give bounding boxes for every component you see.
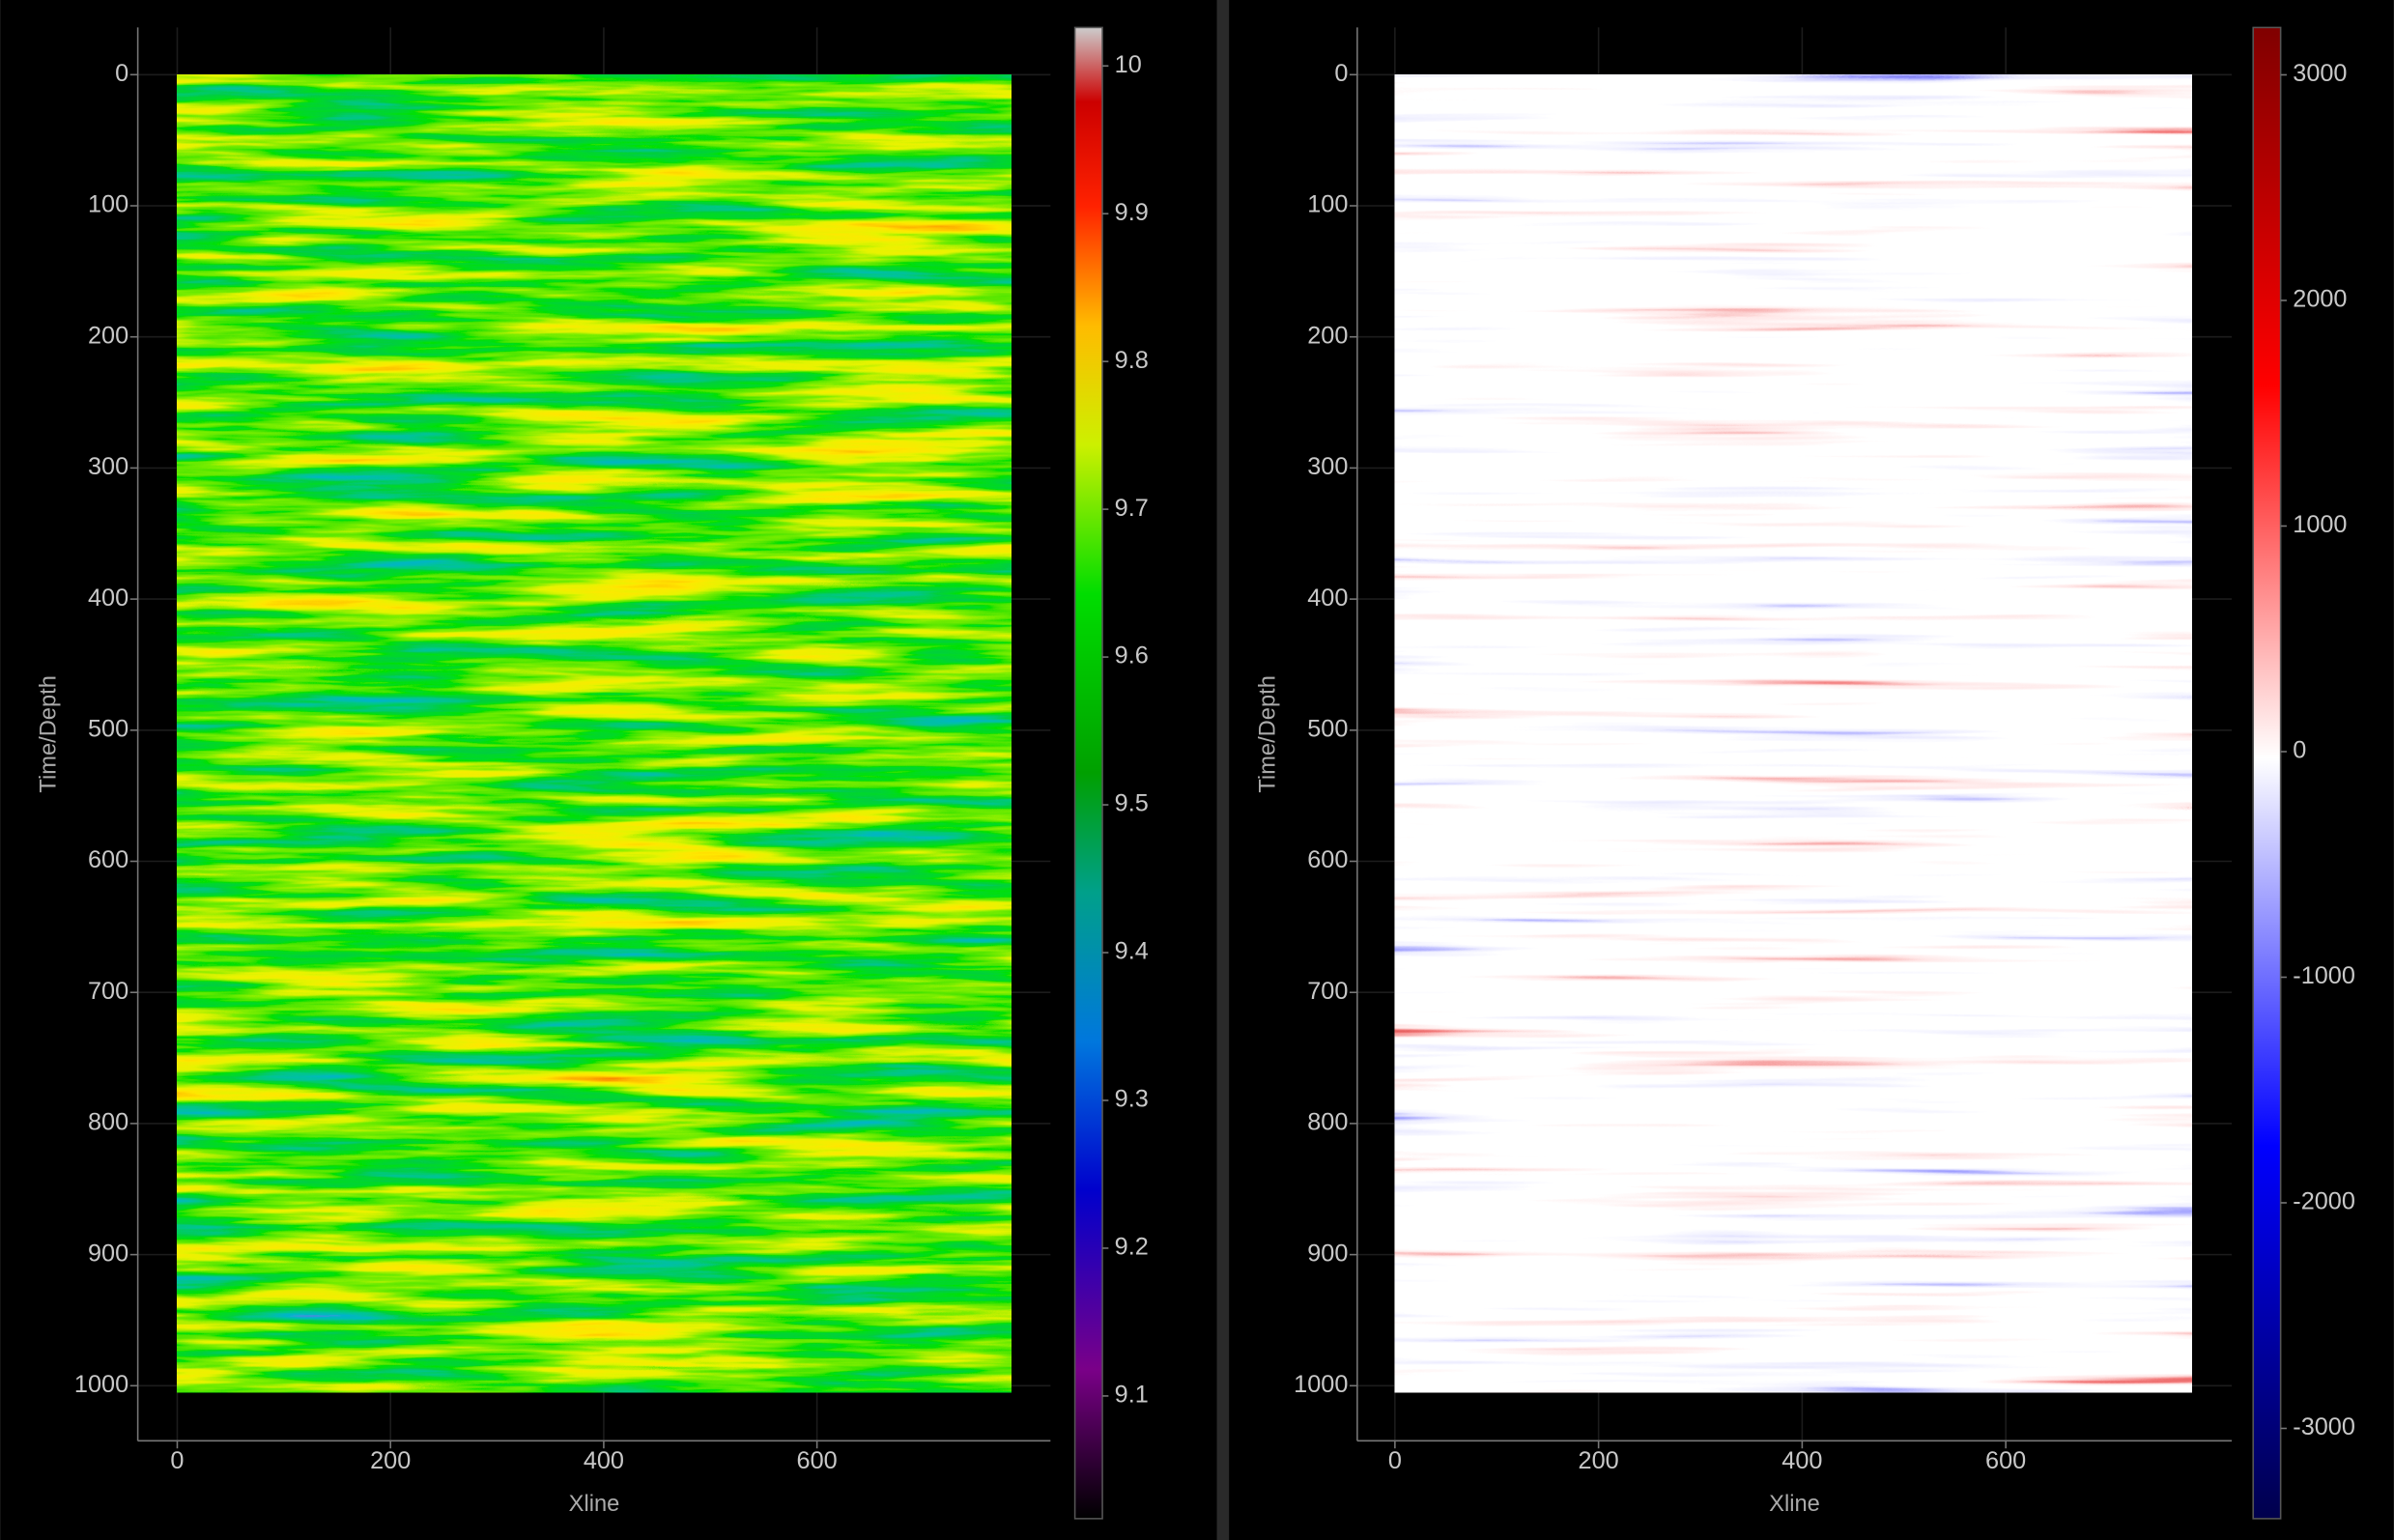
y-tick-label: 600 [1307, 846, 1348, 873]
y-tick-label: 500 [1307, 715, 1348, 742]
y-tick-label: 1000 [74, 1371, 128, 1398]
colorbar-tick-label: 1000 [2293, 511, 2347, 538]
y-tick-label: 400 [88, 585, 128, 612]
y-tick-label: 700 [1307, 978, 1348, 1005]
y-tick-label: 700 [88, 978, 128, 1005]
y-tick-label: 100 [1307, 191, 1348, 218]
y-tick-label: 900 [1307, 1240, 1348, 1267]
y-tick-label: 800 [1307, 1109, 1348, 1136]
y-tick-label: 200 [88, 322, 128, 349]
y-tick-label: 1000 [1294, 1371, 1348, 1398]
y-tick-label: 600 [88, 846, 128, 873]
colorbar-tick-label: 3000 [2293, 60, 2347, 87]
y-tick-label: 400 [1307, 585, 1348, 612]
heatmap-image [177, 74, 1012, 1393]
y-tick-label: 800 [88, 1109, 128, 1136]
colorbar-tick-label: 0 [2293, 737, 2306, 764]
colorbar-tick-label: -2000 [2293, 1188, 2355, 1215]
x-tick-label: 400 [1781, 1447, 1822, 1474]
y-tick-label: 0 [115, 60, 128, 87]
colorbar [2252, 26, 2282, 1520]
x-tick-label: 400 [584, 1447, 624, 1474]
colorbar-tick-label: 9.3 [1115, 1086, 1149, 1113]
heatmap-image [1394, 74, 2192, 1393]
colorbar [1073, 26, 1103, 1520]
y-tick-label: 900 [88, 1240, 128, 1267]
colorbar-tick-label: 9.4 [1115, 938, 1149, 965]
colorbar-tick-label: 9.6 [1115, 642, 1149, 670]
colorbar-tick-label: 9.8 [1115, 347, 1149, 374]
x-axis-label: Xline [1769, 1492, 1820, 1517]
x-tick-label: 200 [1579, 1447, 1619, 1474]
colorbar-tick-label: 9.7 [1115, 495, 1149, 522]
y-tick-label: 0 [1334, 60, 1348, 87]
x-tick-label: 600 [1985, 1447, 2026, 1474]
x-axis-label: Xline [569, 1492, 620, 1517]
colorbar-tick-label: 2000 [2293, 286, 2347, 313]
colorbar-tick-label: 9.5 [1115, 790, 1149, 817]
colorbar-tick-label: -3000 [2293, 1413, 2355, 1440]
colorbar-tick-label: 9.2 [1115, 1234, 1149, 1261]
y-tick-label: 500 [88, 715, 128, 742]
x-tick-label: 600 [797, 1447, 838, 1474]
colorbar-tick-label: 9.1 [1115, 1382, 1149, 1409]
colorbar-tick-label: 10 [1115, 51, 1142, 78]
y-tick-label: 200 [1307, 322, 1348, 349]
colorbar-tick-label: 9.9 [1115, 199, 1149, 226]
y-axis-label: Time/Depth [36, 675, 61, 793]
x-tick-label: 200 [370, 1447, 411, 1474]
y-tick-label: 300 [1307, 453, 1348, 480]
y-axis-label: Time/Depth [1256, 675, 1281, 793]
y-tick-label: 100 [88, 191, 128, 218]
x-tick-label: 0 [170, 1447, 184, 1474]
colorbar-tick-label: -1000 [2293, 962, 2355, 989]
x-tick-label: 0 [1388, 1447, 1402, 1474]
y-tick-label: 300 [88, 453, 128, 480]
